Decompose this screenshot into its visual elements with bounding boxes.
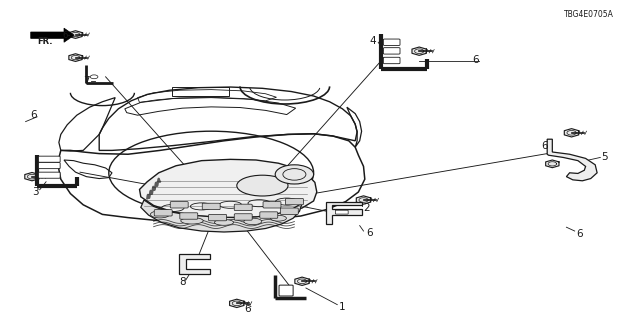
Polygon shape (230, 299, 244, 308)
Text: 6: 6 (366, 228, 372, 238)
Text: 4: 4 (370, 36, 376, 46)
Polygon shape (69, 31, 82, 38)
Polygon shape (69, 54, 82, 61)
Text: TBG4E0705A: TBG4E0705A (564, 10, 614, 19)
Circle shape (90, 75, 98, 79)
Polygon shape (412, 47, 426, 55)
FancyBboxPatch shape (170, 202, 188, 208)
Polygon shape (31, 28, 74, 42)
Text: 6: 6 (31, 110, 37, 120)
Polygon shape (140, 159, 317, 218)
Ellipse shape (237, 175, 288, 196)
Text: 2: 2 (364, 203, 370, 213)
FancyBboxPatch shape (383, 57, 400, 64)
FancyBboxPatch shape (335, 210, 348, 214)
Polygon shape (295, 277, 309, 285)
Text: FR.: FR. (37, 37, 52, 46)
Polygon shape (326, 202, 362, 224)
FancyBboxPatch shape (38, 156, 60, 162)
FancyBboxPatch shape (280, 208, 298, 214)
Polygon shape (356, 196, 371, 204)
FancyBboxPatch shape (285, 198, 303, 205)
Ellipse shape (181, 218, 204, 224)
FancyBboxPatch shape (38, 172, 60, 178)
Polygon shape (547, 139, 597, 181)
Polygon shape (25, 172, 39, 181)
Polygon shape (179, 254, 210, 274)
FancyBboxPatch shape (383, 39, 400, 45)
Text: 5: 5 (602, 152, 608, 163)
Ellipse shape (270, 215, 287, 221)
FancyBboxPatch shape (209, 214, 227, 221)
Ellipse shape (244, 218, 262, 225)
Text: 7: 7 (83, 76, 90, 86)
Ellipse shape (214, 220, 234, 225)
FancyBboxPatch shape (38, 163, 60, 169)
Polygon shape (564, 129, 579, 137)
FancyBboxPatch shape (260, 212, 278, 218)
Text: 1: 1 (339, 301, 346, 312)
FancyBboxPatch shape (279, 285, 293, 296)
Polygon shape (546, 160, 559, 168)
Polygon shape (141, 200, 302, 232)
FancyBboxPatch shape (263, 202, 281, 208)
FancyBboxPatch shape (154, 210, 172, 216)
Circle shape (275, 165, 314, 184)
Text: 6: 6 (472, 55, 479, 65)
FancyBboxPatch shape (180, 213, 198, 219)
Text: 8: 8 (179, 277, 186, 287)
FancyBboxPatch shape (202, 203, 220, 210)
FancyBboxPatch shape (234, 204, 252, 211)
Text: 3: 3 (32, 187, 38, 197)
FancyBboxPatch shape (234, 214, 252, 220)
Text: 6: 6 (244, 304, 251, 314)
Ellipse shape (150, 211, 170, 218)
Text: 6: 6 (541, 140, 547, 151)
Text: 6-: 6- (63, 31, 71, 40)
Text: 6: 6 (576, 228, 582, 239)
FancyBboxPatch shape (383, 48, 400, 54)
